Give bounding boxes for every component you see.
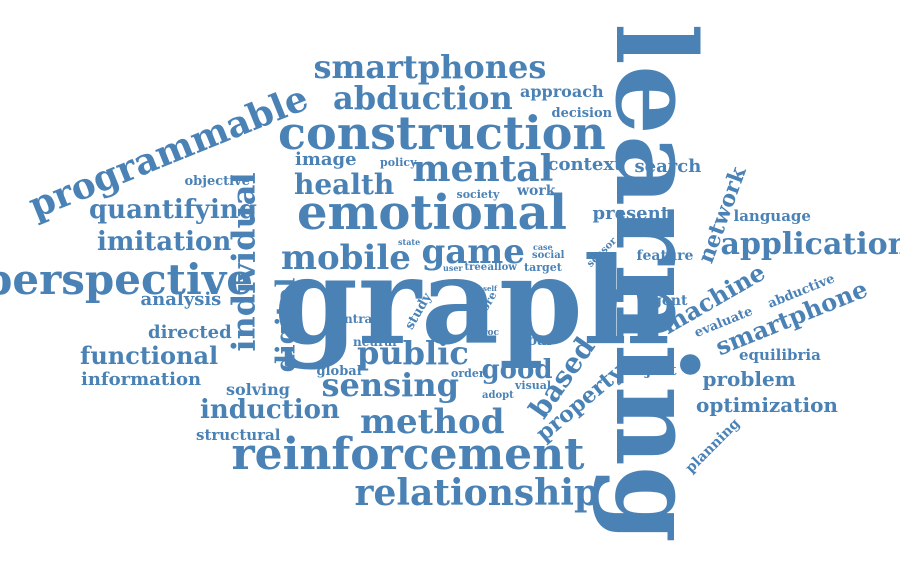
word-emotional: emotional [297, 185, 567, 241]
word-approach: approach [520, 82, 604, 101]
word-agent: agent [643, 293, 688, 309]
word-proc: proc [476, 327, 500, 338]
word-order: order [451, 366, 485, 380]
word-good: good [481, 355, 553, 385]
word-policy: policy [380, 155, 417, 169]
word-optimization: optimization [696, 393, 838, 417]
word-reinforcement: reinforcement [231, 429, 585, 480]
word-decision: decision [551, 105, 613, 121]
word-neural: neural [353, 335, 397, 349]
word-society: society [456, 187, 500, 201]
word-problem: problem [702, 367, 796, 391]
word-user: user [443, 263, 463, 273]
word-structural: structural [196, 425, 281, 444]
word-functional: functional [80, 341, 219, 370]
word-mobile: mobile [281, 238, 411, 278]
word-global: global [316, 363, 362, 379]
word-goal: goal [518, 333, 552, 349]
word-game: game [421, 232, 525, 272]
word-smartphones: smartphones [313, 48, 547, 86]
word-directed: directed [148, 322, 232, 343]
word-method: method [360, 402, 505, 442]
word-self: self [483, 283, 498, 293]
word-sensing: sensing [321, 366, 459, 404]
word-feature: feature [636, 248, 694, 264]
word-solving: solving [226, 380, 290, 399]
word-state: state [398, 237, 421, 247]
word-induction: induction [200, 395, 340, 425]
word-visual: visual [515, 378, 552, 392]
word-health: health [294, 168, 395, 201]
word-construction: construction [278, 106, 606, 160]
word-social: social [532, 250, 565, 261]
word-application: application [720, 227, 900, 262]
word-object: object [625, 360, 677, 379]
word-language: language [733, 206, 811, 225]
word-central: central [329, 312, 377, 326]
word-image: image [295, 149, 357, 170]
word-tree: tree [464, 262, 488, 273]
word-quantifying: quantifying [89, 195, 257, 225]
word-present: present [592, 203, 670, 224]
word-allow: allow [487, 262, 517, 273]
word-abduction: abduction [333, 79, 513, 117]
word-objective: objective [184, 173, 250, 189]
word-information: information [81, 369, 202, 390]
word-context: context [547, 154, 623, 175]
word-digital: digital [270, 277, 301, 373]
word-search: search [634, 156, 702, 177]
word-graph: graph [274, 231, 671, 372]
word-equilibria: equilibria [739, 345, 821, 364]
word-perspective: perspective [0, 255, 254, 304]
word-target: target [524, 260, 562, 274]
word-imitation: imitation [97, 227, 232, 257]
word-analysis: analysis [140, 289, 222, 310]
word-case: case [533, 242, 553, 252]
word-public: public [357, 334, 469, 372]
word-adopt: adopt [482, 390, 514, 401]
word-relationship: relationship [354, 472, 600, 514]
word-work: work [517, 183, 556, 199]
word-mental: mental [412, 148, 554, 190]
